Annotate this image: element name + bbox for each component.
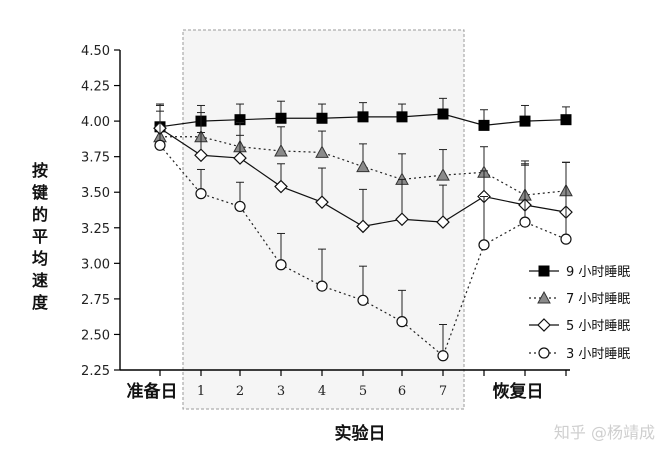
marker-circle	[396, 316, 408, 328]
y-tick-label: 2.25	[81, 364, 110, 379]
marker-diamond	[356, 219, 370, 234]
x-tick-label: 5	[359, 384, 367, 399]
marker-square	[357, 111, 369, 123]
marker-circle	[538, 347, 550, 359]
marker-diamond	[194, 148, 208, 163]
marker-diamond	[436, 215, 450, 229]
marker-circle	[478, 239, 490, 251]
x-tick-label: 7	[439, 384, 447, 399]
marker-triangle	[274, 143, 288, 157]
y-axis-title-char: 度	[32, 293, 49, 312]
y-axis-title-char: 按	[32, 161, 48, 180]
marker-diamond	[274, 179, 288, 194]
y-tick-label: 2.75	[81, 293, 110, 308]
baseline-label: 准备日	[127, 381, 178, 402]
y-tick-label: 4.25	[81, 80, 110, 95]
marker-diamond	[233, 151, 247, 165]
y-axis-title-char: 均	[32, 249, 48, 268]
x-tick-label: 1	[197, 384, 205, 399]
marker-diamond	[395, 212, 409, 227]
y-tick-label: 3.00	[81, 257, 110, 272]
marker-square	[437, 108, 449, 120]
marker-triangle	[436, 168, 450, 181]
marker-square	[519, 115, 531, 127]
legend-label: 5 小时睡眠	[566, 319, 630, 334]
marker-diamond	[315, 195, 329, 210]
x-tick-label: 3	[277, 384, 285, 399]
y-axis-title-char: 速	[32, 271, 48, 290]
marker-circle	[154, 139, 166, 151]
y-axis-title-char: 平	[32, 227, 48, 246]
x-tick-label: 6	[398, 384, 406, 399]
marker-circle	[560, 233, 572, 245]
marker-circle	[316, 280, 328, 292]
y-tick-label: 3.75	[81, 151, 110, 166]
marker-circle	[195, 188, 207, 200]
marker-circle	[234, 200, 246, 213]
marker-triangle	[315, 145, 329, 158]
series-0	[154, 97, 572, 133]
recovery-label: 恢复日	[493, 381, 544, 402]
marker-diamond	[537, 318, 551, 332]
marker-triangle	[356, 159, 370, 173]
marker-square	[538, 265, 550, 277]
y-axis-title-char: 的	[32, 205, 48, 224]
y-tick-label: 4.50	[81, 44, 110, 59]
y-tick-label: 3.50	[81, 186, 110, 201]
legend-label: 3 小时睡眠	[566, 347, 630, 362]
y-axis-title-char: 键	[31, 183, 48, 202]
marker-circle	[437, 350, 449, 362]
series-2	[153, 103, 573, 234]
y-tick-label: 4.00	[81, 115, 110, 130]
series-3	[154, 104, 572, 362]
marker-circle	[275, 259, 287, 271]
legend-label: 9 小时睡眠	[566, 265, 630, 280]
watermark-text: 知乎 @杨靖成	[554, 423, 655, 442]
marker-square	[560, 114, 572, 126]
marker-circle	[357, 294, 369, 306]
x-tick-label: 2	[236, 384, 244, 399]
x-tick-label: 4	[318, 384, 326, 399]
marker-square	[396, 111, 408, 123]
y-tick-label: 2.50	[81, 328, 110, 343]
marker-circle	[519, 216, 531, 228]
marker-square	[478, 119, 490, 131]
experiment-region-box	[182, 29, 465, 410]
x-axis-title: 实验日	[335, 423, 386, 444]
marker-square	[275, 112, 287, 124]
marker-triangle	[537, 290, 551, 304]
marker-square	[316, 112, 328, 124]
y-tick-label: 3.25	[81, 222, 110, 237]
legend-label: 7 小时睡眠	[566, 292, 630, 307]
